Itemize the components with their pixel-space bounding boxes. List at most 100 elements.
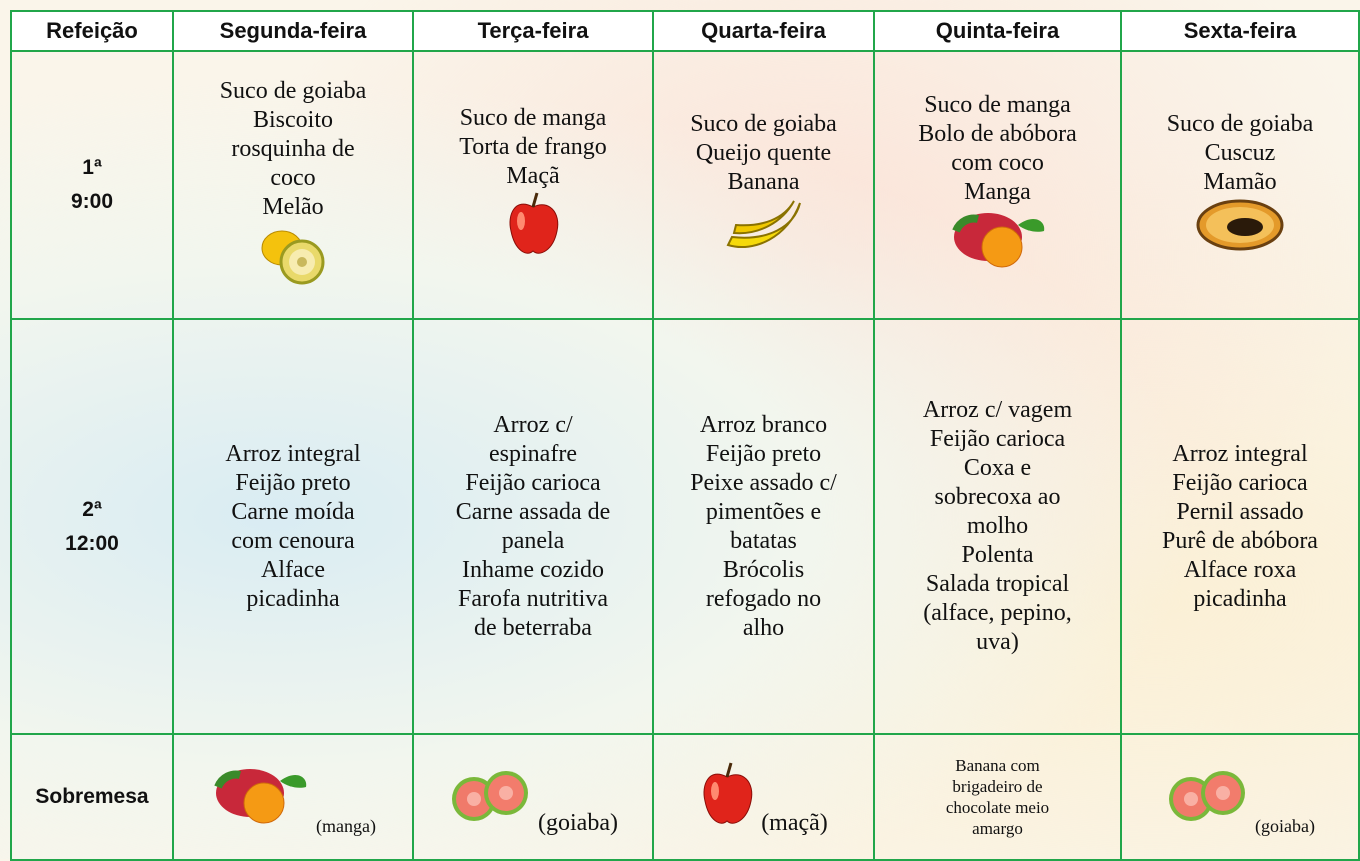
menu-cell: Suco de manga Bolo de abóbora com coco Mang… <box>873 50 1122 320</box>
menu-line: brigadeiro de <box>952 777 1043 796</box>
menu-line: Salada tropical <box>925 571 1070 597</box>
header-text: Segunda-feira <box>219 18 367 43</box>
menu-line: Bolo de abóbora <box>918 121 1077 147</box>
menu-line: Suco de goiaba <box>690 110 837 137</box>
menu-cell: Suco de manga Torta de frango Maçã <box>412 50 654 320</box>
menu-line: molho <box>966 513 1029 539</box>
menu-cell: Suco de goiaba Queijo quente Banana <box>652 50 875 320</box>
menu-line: Brócolis <box>722 556 805 583</box>
menu-line: Alface <box>261 556 325 583</box>
menu-line: picadinha <box>1193 585 1287 612</box>
menu-line: Feijão carioca <box>929 426 1066 452</box>
menu-line: Cuscuz <box>1204 139 1276 166</box>
header-text: Refeição <box>46 18 138 43</box>
menu-line: Arroz c/ <box>493 411 573 438</box>
menu-line: Purê de abóbora <box>1162 527 1318 554</box>
header-text: Quarta-feira <box>701 18 826 43</box>
menu-line: de beterraba <box>474 614 592 641</box>
header-cell: Quarta-feira <box>652 10 875 52</box>
header-cell: Segunda-feira <box>172 10 414 52</box>
menu-cell: (goiaba) <box>1120 733 1360 861</box>
menu-line: amargo <box>972 819 1023 838</box>
menu-cell: Arroz c/espinafre Feijão carioca Carne ass… <box>412 318 654 735</box>
menu-line: Carne assada de <box>455 498 611 525</box>
header-cell: Terça-feira <box>412 10 654 52</box>
menu-line: Inhame cozido <box>462 556 604 583</box>
menu-line: Biscoito <box>252 106 333 133</box>
menu-line: refogado no <box>705 585 822 612</box>
menu-line: uva) <box>976 629 1019 655</box>
menu-line: Pernil assado <box>1176 498 1304 525</box>
menu-cell: Arroz integral Feijão preto Carne moída com… <box>172 318 414 735</box>
menu-line: Banana com <box>955 756 1040 775</box>
menu-line: Manga <box>964 179 1031 205</box>
menu-line: Suco de manga <box>924 92 1071 118</box>
menu-line: Arroz branco <box>699 411 828 438</box>
menu-line: Melão <box>262 193 324 220</box>
row-label-text: 9:00 <box>70 190 114 213</box>
dessert-label: (goiaba) <box>1255 816 1315 836</box>
row-label-text: 2ª <box>82 497 102 521</box>
menu-line: Suco de goiaba <box>1166 110 1314 137</box>
row-label-text: 12:00 <box>65 531 119 555</box>
menu-line: picadinha <box>246 585 340 612</box>
menu-line: Arroz integral <box>1172 440 1308 467</box>
menu-line: Maçã <box>506 162 560 189</box>
menu-cell: Suco de goiaba Cuscuz Mamão <box>1120 50 1360 320</box>
row-label-text: 1ª <box>82 156 102 179</box>
menu-line: Arroz integral <box>225 440 361 467</box>
food-icon <box>258 222 328 294</box>
menu-line: Feijão preto <box>705 440 822 467</box>
menu-line: Torta de frango <box>459 133 607 160</box>
menu-line: com cenoura <box>231 527 355 554</box>
row-label-text: Sobremesa <box>35 785 149 808</box>
menu-cell: (goiaba) <box>412 733 654 861</box>
food-icon <box>1195 197 1285 261</box>
menu-line: Arroz c/ vagem <box>922 397 1073 423</box>
menu-line: pimentões e <box>705 498 822 525</box>
menu-line: Suco de manga <box>459 104 607 131</box>
header-text: Quinta-feira <box>935 18 1060 43</box>
menu-line: Queijo quente <box>695 139 832 166</box>
menu-line: rosquinha de <box>231 135 355 162</box>
menu-line: sobrecoxa ao <box>934 484 1061 510</box>
menu-cell: Arroz branco Feijão preto Peixe assado c/p… <box>652 318 875 735</box>
menu-line: Farofa nutritiva <box>458 585 608 612</box>
menu-line: Alface roxa <box>1183 556 1297 583</box>
menu-cell: Arroz integral Feijão carioca Pernil assad… <box>1120 318 1360 735</box>
menu-line: Feijão preto <box>235 469 351 496</box>
header-text: Sexta-feira <box>1183 18 1297 43</box>
food-icon <box>1165 767 1249 828</box>
food-icon <box>724 197 804 261</box>
menu-line: batatas <box>730 527 797 554</box>
food-icon <box>699 761 755 834</box>
menu-line: Mamão <box>1203 168 1277 195</box>
menu-cell: Suco de goiaba Biscoito rosquinha de coco Me… <box>172 50 414 320</box>
menu-line: Banana <box>727 168 800 195</box>
dessert-label: (manga) <box>316 816 376 836</box>
menu-line: Feijão carioca <box>1172 469 1308 496</box>
food-icon <box>505 191 561 267</box>
header-cell: Quinta-feira <box>873 10 1122 52</box>
menu-line: chocolate meio <box>945 798 1050 817</box>
menu-line: panela <box>501 527 565 554</box>
header-cell: Sexta-feira <box>1120 10 1360 52</box>
menu-line: coco <box>270 164 316 191</box>
menu-cell: Arroz c/ vagem Feijão carioca Coxa e sobrec… <box>873 318 1122 735</box>
food-icon <box>210 763 310 832</box>
menu-line: espinafre <box>489 440 577 467</box>
header-cell: Refeição <box>10 10 174 52</box>
menu-line: Feijão carioca <box>465 469 601 496</box>
menu-cell: (manga) <box>172 733 414 861</box>
menu-line: Coxa e <box>963 455 1032 481</box>
menu-line: Peixe assado c/ <box>690 469 837 496</box>
menu-line: Suco de goiaba <box>219 77 367 104</box>
row-label: 2ª 12:00 <box>10 318 174 735</box>
menu-line: alho <box>742 614 785 641</box>
food-icon <box>448 767 532 828</box>
food-icon <box>948 207 1048 279</box>
menu-line: (alface, pepino, <box>923 600 1072 626</box>
row-label: 1ª 9:00 <box>10 50 174 320</box>
menu-cell: (maçã) <box>652 733 875 861</box>
